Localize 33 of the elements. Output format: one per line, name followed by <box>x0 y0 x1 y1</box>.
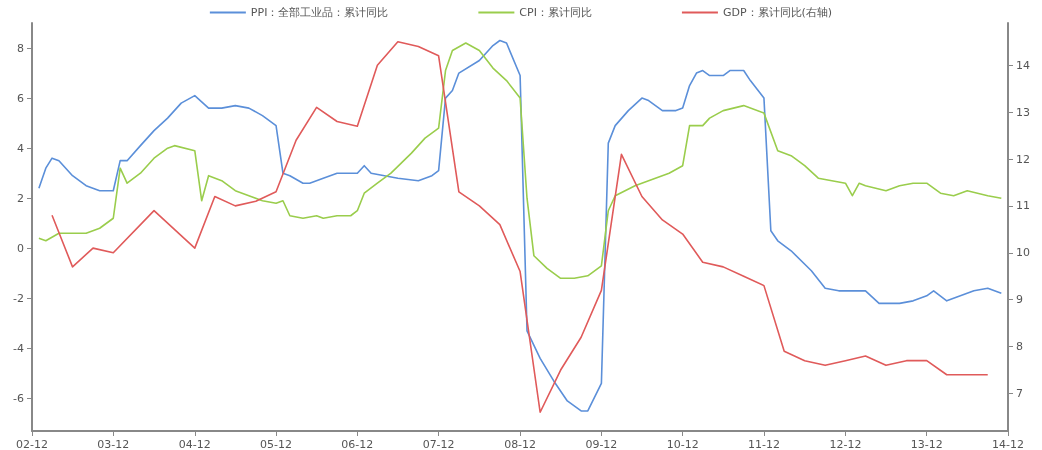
y-tick-label: -4 <box>13 341 24 355</box>
y2-tick-label: 13 <box>1016 105 1030 119</box>
y-tick-label: 0 <box>17 241 24 255</box>
legend-label: GDP：累计同比(右轴) <box>722 6 833 19</box>
y-tick-label: 6 <box>17 91 24 105</box>
line-series <box>38 42 1003 280</box>
x-tick-label: 11-12 <box>747 438 780 450</box>
y-tick-label: 4 <box>17 141 24 155</box>
x-tick-label: 05-12 <box>260 438 293 450</box>
y2-tick-label: 12 <box>1016 152 1030 166</box>
x-tick-label: 02-12 <box>16 438 48 450</box>
x-tick-label: 09-12 <box>585 438 618 450</box>
x-tick-label: 04-12 <box>178 438 211 450</box>
y2-tick-label: 8 <box>1016 340 1023 354</box>
y-tick-label: 2 <box>17 191 24 205</box>
x-tick-label: 13-12 <box>910 438 943 450</box>
y-tick-label: 8 <box>17 41 24 55</box>
y2-tick-label: 11 <box>1016 199 1030 213</box>
y-tick-label: -6 <box>13 391 24 405</box>
y2-tick-label: 14 <box>1016 58 1030 72</box>
y2-tick-label: 9 <box>1016 293 1023 307</box>
legend-label: CPI：累计同比 <box>519 6 592 19</box>
y-tick-label: -2 <box>13 291 24 305</box>
x-tick-label: 07-12 <box>422 438 455 450</box>
x-tick-label: 10-12 <box>666 438 699 450</box>
legend-label: PPI：全部工业品：累计同比 <box>250 6 389 19</box>
x-tick-label: 06-12 <box>341 438 374 450</box>
x-tick-label: 12-12 <box>829 438 862 450</box>
x-tick-label: 08-12 <box>504 438 537 450</box>
y2-tick-label: 10 <box>1016 246 1030 260</box>
x-tick-label: 03-12 <box>97 438 130 450</box>
y2-tick-label: 7 <box>1016 386 1023 400</box>
x-tick-label: 14-12 <box>992 438 1024 450</box>
